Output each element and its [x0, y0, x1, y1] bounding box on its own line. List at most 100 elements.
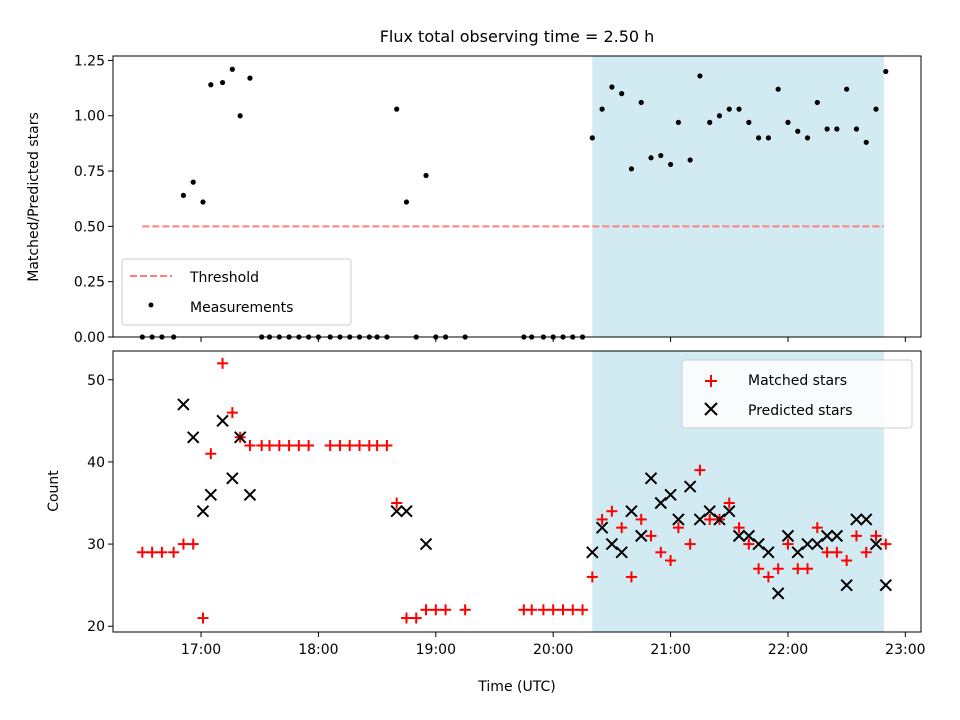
count-legend: Matched stars Predicted stars	[681, 359, 913, 429]
measurement-point	[726, 106, 732, 112]
legend-predicted-label: Predicted stars	[748, 403, 853, 419]
ratio-plot-area	[139, 56, 889, 340]
matched-stars-point	[606, 505, 618, 517]
predicted-marker-b	[781, 529, 795, 543]
predicted-marker-b	[732, 529, 746, 543]
predicted-marker-b	[605, 537, 619, 551]
matched-stars-point	[136, 546, 148, 558]
measurement-point	[814, 99, 820, 106]
ratio-y-tick-label: 0.50	[74, 219, 105, 235]
predicted-stars-point	[664, 488, 677, 501]
measurement-point	[844, 86, 850, 92]
matched-stars-point	[635, 513, 647, 525]
measurement-point	[589, 135, 595, 141]
predicted-stars-point	[879, 578, 892, 592]
predicted-stars-point	[196, 505, 210, 518]
measurement-point	[403, 199, 410, 205]
matched-stars-point	[344, 439, 356, 451]
measurement-point	[638, 99, 644, 106]
predicted-stars-point	[226, 472, 239, 485]
count-axes-frame	[112, 350, 922, 633]
measurement-point	[697, 73, 703, 79]
measurement-point	[208, 82, 214, 88]
predicted-marker-b	[811, 537, 824, 551]
legend-measurements-label: Measurements	[190, 300, 293, 316]
matched-stars-point	[440, 604, 452, 616]
predicted-stars-point	[850, 513, 863, 526]
matched-stars-point	[880, 538, 892, 550]
measurement-point	[200, 199, 206, 205]
predicted-marker-b	[644, 472, 658, 485]
matched-stars-point	[684, 538, 696, 550]
matched-stars-point	[841, 555, 853, 567]
predicted-marker-b	[204, 488, 218, 501]
predicted-stars-point	[860, 513, 873, 526]
matched-stars-point	[197, 612, 209, 624]
predicted-marker-b	[703, 505, 716, 518]
predicted-marker-b	[419, 537, 433, 551]
matched-stars-point	[665, 555, 677, 567]
predicted-stars-point	[635, 529, 648, 543]
legend-matched-label: Matched stars	[748, 373, 847, 389]
measurement-point	[237, 113, 243, 119]
measurement-point	[785, 119, 791, 125]
predicted-stars-point	[644, 472, 658, 485]
matched-stars-point	[655, 546, 667, 558]
predicted-stars-point	[595, 521, 609, 534]
predicted-marker-b	[672, 513, 685, 526]
measurement-point	[746, 119, 752, 125]
measurement-point	[804, 135, 811, 141]
matched-stars-point	[371, 439, 383, 451]
matched-stars-point	[860, 546, 872, 558]
measurement-point	[229, 66, 235, 72]
matched-stars-point	[723, 497, 735, 509]
measurement-point	[853, 126, 860, 132]
predicted-marker-b	[683, 480, 697, 493]
matched-stars-point	[226, 407, 238, 419]
matched-stars-point	[586, 571, 598, 583]
ratio-y-tick-label: 0.25	[74, 275, 105, 291]
matched-stars-point	[156, 546, 168, 558]
predicted-marker-b	[850, 513, 863, 526]
ratio-y-tick-label: 1.25	[74, 53, 105, 69]
predicted-stars-point	[419, 537, 433, 551]
matched-stars-point	[625, 571, 637, 583]
matched-stars-point	[616, 522, 628, 534]
measurement-point	[648, 155, 654, 161]
predicted-stars-point	[615, 546, 628, 559]
predicted-stars-point	[693, 513, 707, 526]
measurement-point	[628, 166, 635, 172]
predicted-stars-point	[400, 505, 413, 518]
matched-stars-point	[753, 563, 765, 575]
predicted-marker-b	[771, 587, 785, 600]
x-tick-label: 21:00	[650, 642, 690, 658]
matched-stars-point	[217, 357, 229, 369]
ratio-legend-box	[121, 258, 352, 326]
predicted-stars-point	[771, 587, 785, 600]
predicted-stars-point	[840, 578, 853, 592]
predicted-stars-point	[752, 537, 765, 551]
ratio-axis-ticks: 0.00 0.25 0.50 0.75 1.00 1.25	[74, 53, 906, 346]
predicted-marker-b	[177, 398, 190, 411]
matched-stars-point	[596, 513, 608, 525]
matched-stars-point	[831, 546, 843, 558]
predicted-stars-point	[625, 505, 638, 518]
legend-measurements-swatch	[148, 302, 154, 308]
matched-stars-point	[547, 604, 559, 616]
matched-stars-point	[168, 546, 180, 558]
predicted-marker-b	[595, 521, 609, 534]
ratio-y-tick-label: 1.00	[74, 109, 105, 125]
matched-stars-point	[273, 439, 285, 451]
predicted-marker-b	[625, 505, 638, 518]
predicted-marker-b	[654, 496, 668, 510]
predicted-marker-b	[187, 431, 200, 444]
matched-stars-point	[283, 439, 295, 451]
measurement-point	[834, 126, 840, 132]
predicted-marker-b	[723, 505, 736, 518]
predicted-stars-point	[586, 546, 599, 559]
predicted-marker-b	[830, 529, 844, 543]
count-panel: 17:00 18:00 19:00 20:00 21:00 22:00 23:00 20 30 4…	[46, 350, 926, 695]
legend-threshold-label: Threshold	[189, 270, 259, 286]
x-tick-label: 20:00	[533, 642, 573, 658]
